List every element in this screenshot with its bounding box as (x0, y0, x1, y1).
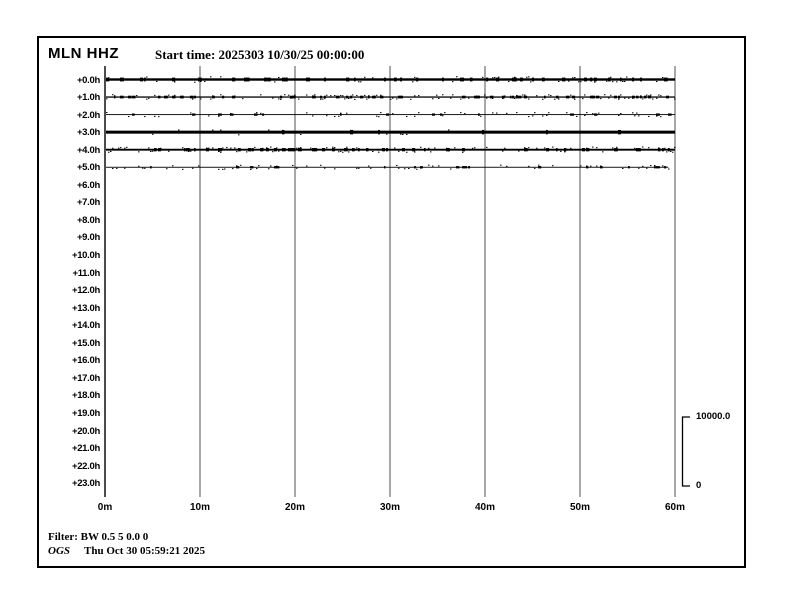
hour-label-+18.0h: +18.0h (71, 390, 100, 402)
hour-label-+9.0h: +9.0h (76, 232, 100, 244)
hour-label-+13.0h: +13.0h (71, 302, 100, 314)
minute-label-30m: 30m (379, 502, 401, 513)
hour-label-+14.0h: +14.0h (71, 320, 100, 332)
hour-label-+12.0h: +12.0h (71, 285, 100, 297)
trace-+0.0h (106, 76, 675, 83)
hour-label-+5.0h: +5.0h (76, 162, 100, 174)
hour-label-+4.0h: +4.0h (76, 144, 100, 156)
hour-label-+16.0h: +16.0h (71, 355, 100, 367)
hour-label-+23.0h: +23.0h (71, 478, 100, 490)
hour-label-+20.0h: +20.0h (71, 425, 100, 437)
minute-label-40m: 40m (474, 502, 496, 513)
plot-frame (37, 36, 746, 568)
hour-label-+8.0h: +8.0h (76, 214, 100, 226)
minute-label-10m: 10m (189, 502, 211, 513)
amplitude-scale-bracket (681, 416, 690, 487)
hour-label-+19.0h: +19.0h (71, 407, 100, 419)
hour-label-+15.0h: +15.0h (71, 337, 100, 349)
hour-label-+2.0h: +2.0h (76, 109, 100, 121)
minute-label-20m: 20m (284, 502, 306, 513)
trace-+5.0h (106, 164, 670, 170)
trace-+4.0h (106, 146, 676, 153)
hour-label-+11.0h: +11.0h (72, 267, 100, 279)
trace-+3.0h (106, 129, 675, 136)
footer-credit-line: OGS Thu Oct 30 05:59:21 2025 (48, 545, 205, 557)
hour-label-+22.0h: +22.0h (71, 460, 100, 472)
filter-label: Filter: BW 0.5 5 0.0 0 (48, 531, 149, 543)
station-title: MLN HHZ (48, 45, 119, 62)
agency-label: OGS (48, 545, 71, 557)
hour-label-+21.0h: +21.0h (71, 443, 100, 455)
minute-label-50m: 50m (569, 502, 591, 513)
hour-label-+1.0h: +1.0h (76, 92, 100, 104)
hour-label-+7.0h: +7.0h (76, 197, 100, 209)
hour-label-+10.0h: +10.0h (71, 250, 100, 261)
hour-label-+6.0h: +6.0h (76, 179, 100, 191)
generated-timestamp: Thu Oct 30 05:59:21 2025 (84, 545, 206, 557)
trace-+1.0h (106, 94, 676, 100)
minute-label-60m: 60m (664, 502, 686, 513)
hour-label-+3.0h: +3.0h (76, 127, 100, 139)
trace-+2.0h (106, 112, 675, 118)
hour-label-+17.0h: +17.0h (71, 372, 100, 384)
scale-max-label: 10000.0 (696, 411, 731, 422)
minute-label-0m: 0m (97, 502, 113, 513)
scale-min-label: 0 (696, 480, 702, 491)
start-time-label: Start time: 2025303 10/30/25 00:00:00 (155, 47, 365, 62)
hour-label-+0.0h: +0.0h (76, 74, 100, 86)
